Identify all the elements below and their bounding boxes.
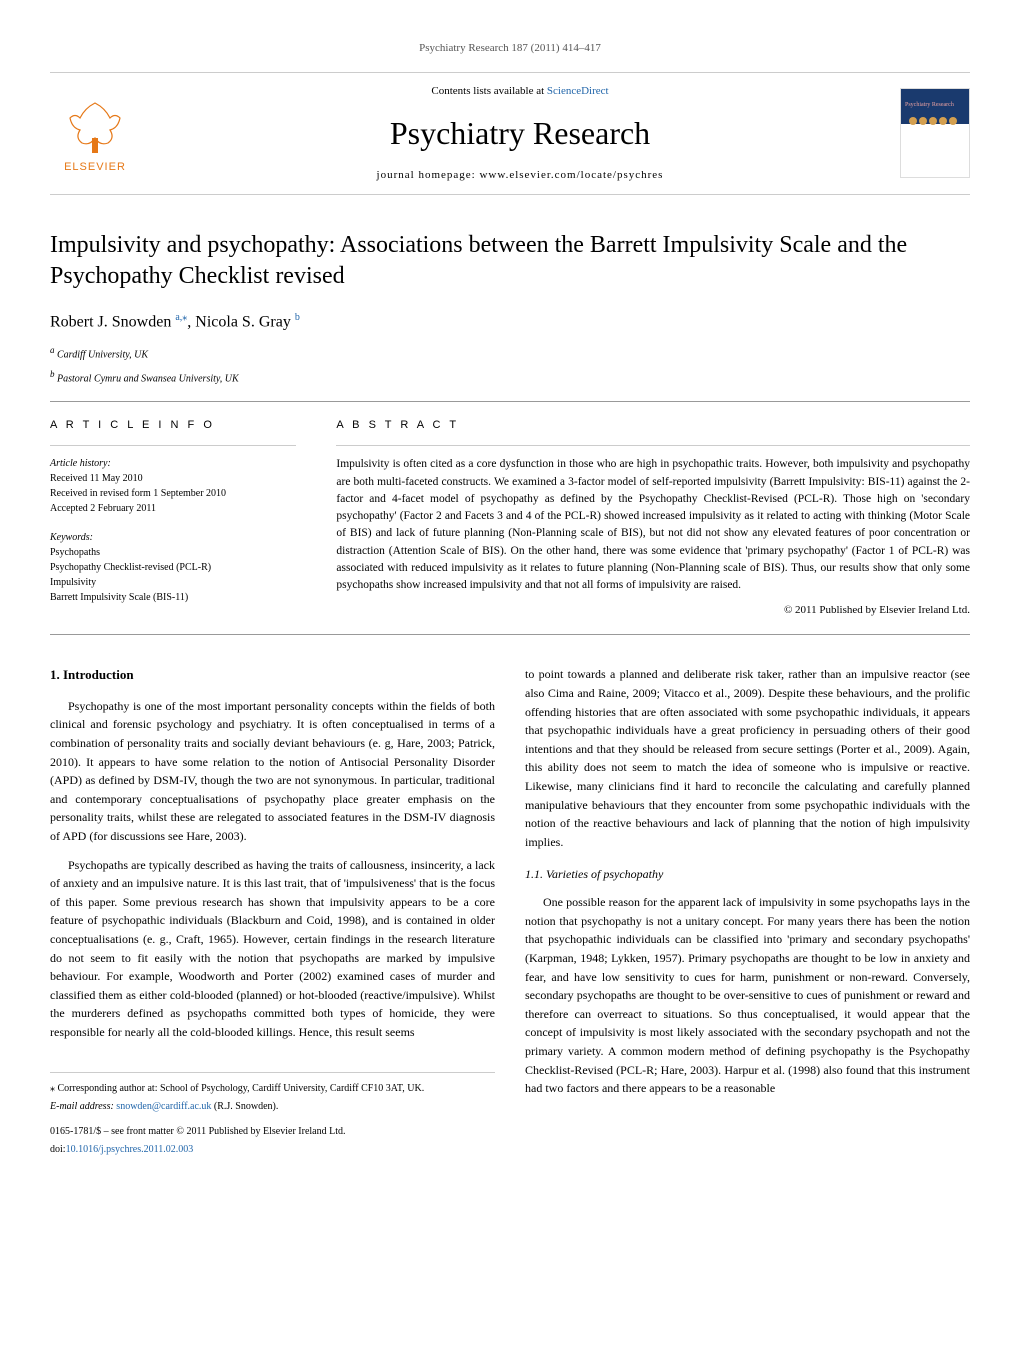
- divider: [336, 445, 970, 446]
- contents-line: Contents lists available at ScienceDirec…: [140, 83, 900, 100]
- footer-copyright: 0165-1781/$ – see front matter © 2011 Pu…: [50, 1124, 495, 1139]
- history-item: Accepted 2 February 2011: [50, 501, 296, 516]
- email-label: E-mail address:: [50, 1101, 116, 1112]
- journal-title: Psychiatry Research: [140, 109, 900, 157]
- keywords-title: Keywords:: [50, 530, 296, 545]
- divider: [50, 445, 296, 446]
- doi-link[interactable]: 10.1016/j.psychres.2011.02.003: [66, 1144, 194, 1155]
- info-abstract-block: A R T I C L E I N F O Article history: R…: [50, 401, 970, 636]
- history-item: Received in revised form 1 September 201…: [50, 486, 296, 501]
- footer-block: ⁎ Corresponding author at: School of Psy…: [50, 1072, 495, 1157]
- left-column: 1. Introduction Psychopathy is one of th…: [50, 665, 495, 1159]
- history-title: Article history:: [50, 456, 296, 471]
- author-name: Nicola S. Gray: [195, 313, 291, 330]
- homepage-url: www.elsevier.com/locate/psychres: [479, 169, 663, 181]
- abstract-copyright: © 2011 Published by Elsevier Ireland Ltd…: [336, 602, 970, 619]
- main-two-column: 1. Introduction Psychopathy is one of th…: [50, 665, 970, 1159]
- article-title: Impulsivity and psychopathy: Association…: [50, 230, 970, 292]
- doi-prefix: doi:: [50, 1144, 66, 1155]
- homepage-prefix: journal homepage:: [377, 169, 480, 181]
- affiliation-text: Cardiff University, UK: [57, 350, 148, 361]
- history-item: Received 11 May 2010: [50, 471, 296, 486]
- author-list: Robert J. Snowden a,⁎, Nicola S. Gray b: [50, 310, 970, 334]
- keyword: Impulsivity: [50, 575, 296, 590]
- affiliation-label: a: [50, 345, 55, 355]
- section-heading: 1. Introduction: [50, 665, 495, 685]
- journal-center-block: Contents lists available at ScienceDirec…: [140, 83, 900, 184]
- journal-cover-thumbnail: Psychiatry Research: [900, 88, 970, 178]
- contents-prefix: Contents lists available at: [431, 85, 546, 97]
- article-info-heading: A R T I C L E I N F O: [50, 417, 296, 434]
- affiliation: b Pastoral Cymru and Swansea University,…: [50, 368, 970, 386]
- elsevier-logo: ELSEVIER: [50, 88, 140, 178]
- email-link[interactable]: snowden@cardiff.ac.uk: [116, 1101, 211, 1112]
- sciencedirect-link[interactable]: ScienceDirect: [547, 85, 609, 97]
- abstract-column: A B S T R A C T Impulsivity is often cit…: [336, 417, 970, 620]
- affiliation: a Cardiff University, UK: [50, 344, 970, 362]
- journal-homepage: journal homepage: www.elsevier.com/locat…: [140, 167, 900, 184]
- cover-decoration: [909, 117, 957, 125]
- abstract-heading: A B S T R A C T: [336, 417, 970, 434]
- cover-thumb-title: Psychiatry Research: [905, 101, 954, 110]
- keyword: Barrett Impulsivity Scale (BIS-11): [50, 590, 296, 605]
- paragraph: Psychopathy is one of the most important…: [50, 697, 495, 846]
- paragraph: to point towards a planned and deliberat…: [525, 665, 970, 851]
- corresponding-author: ⁎ Corresponding author at: School of Psy…: [50, 1081, 495, 1096]
- affiliation-text: Pastoral Cymru and Swansea University, U…: [57, 373, 239, 384]
- subsection-heading: 1.1. Varieties of psychopathy: [525, 865, 970, 883]
- affiliation-label: b: [50, 369, 55, 379]
- article-info-column: A R T I C L E I N F O Article history: R…: [50, 417, 296, 620]
- author-mark: b: [295, 312, 300, 323]
- email-suffix: (R.J. Snowden).: [211, 1101, 278, 1112]
- email-line: E-mail address: snowden@cardiff.ac.uk (R…: [50, 1099, 495, 1114]
- running-header: Psychiatry Research 187 (2011) 414–417: [50, 40, 970, 57]
- author-name: Robert J. Snowden: [50, 313, 171, 330]
- doi-line: doi:10.1016/j.psychres.2011.02.003: [50, 1142, 495, 1157]
- article-history: Article history: Received 11 May 2010 Re…: [50, 456, 296, 516]
- keywords-block: Keywords: Psychopaths Psychopathy Checkl…: [50, 530, 296, 605]
- keyword: Psychopathy Checklist-revised (PCL-R): [50, 560, 296, 575]
- keyword: Psychopaths: [50, 545, 296, 560]
- svg-text:ELSEVIER: ELSEVIER: [64, 161, 126, 173]
- divider: [50, 194, 970, 195]
- paragraph: One possible reason for the apparent lac…: [525, 893, 970, 1098]
- journal-header-bar: ELSEVIER Contents lists available at Sci…: [50, 73, 970, 194]
- paragraph: Psychopaths are typically described as h…: [50, 856, 495, 1042]
- abstract-text: Impulsivity is often cited as a core dys…: [336, 456, 970, 594]
- right-column: to point towards a planned and deliberat…: [525, 665, 970, 1159]
- author-mark: a,⁎: [175, 312, 187, 323]
- tree-icon: ELSEVIER: [50, 88, 140, 178]
